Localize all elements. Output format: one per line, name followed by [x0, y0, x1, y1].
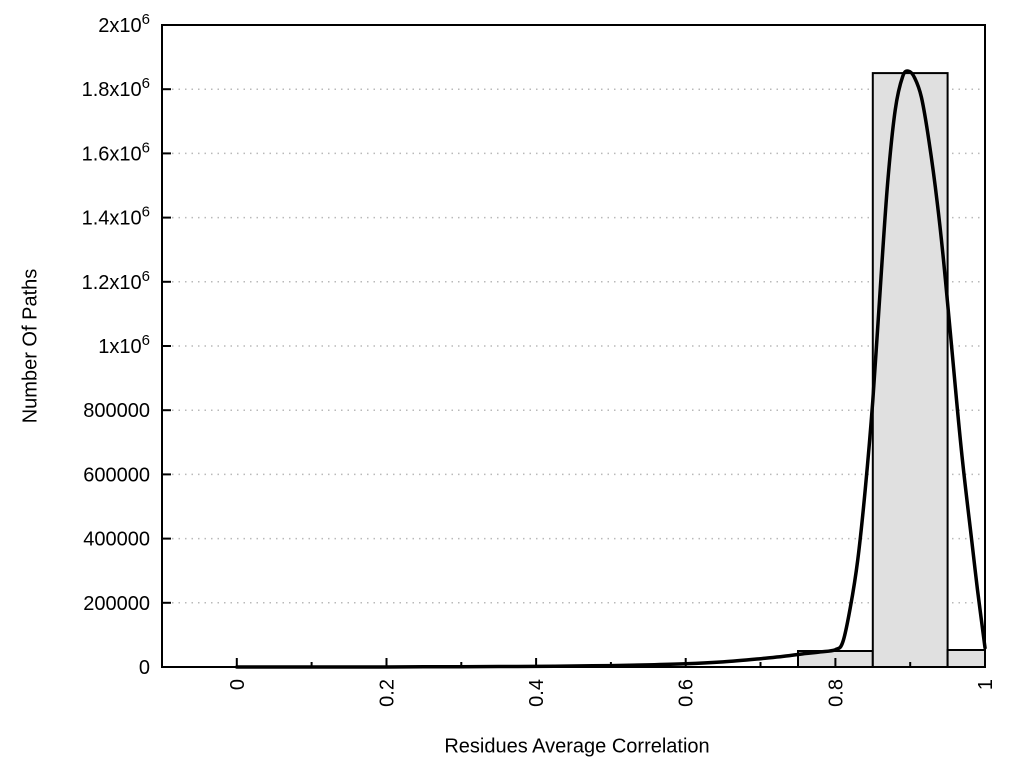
y-tick-label: 1.6x106 — [82, 139, 150, 165]
y-tick-label: 1x106 — [98, 332, 150, 358]
x-tick-label: 0.4 — [526, 679, 548, 707]
y-tick-label: 400000 — [83, 529, 150, 551]
y-tick-label: 1.8x106 — [82, 75, 150, 101]
x-tick-label: 0.8 — [825, 679, 847, 707]
y-tick-label: 200000 — [83, 593, 150, 615]
y-axis-title: Number Of Paths — [19, 268, 42, 424]
x-tick-label: 0.6 — [676, 679, 698, 707]
y-tick-label: 800000 — [83, 400, 150, 422]
y-tick-label: 1.4x106 — [82, 204, 150, 230]
x-tick-label: 0.2 — [377, 679, 399, 707]
y-tick-label: 2x106 — [98, 11, 150, 37]
y-tick-label: 1.2x106 — [82, 268, 150, 294]
x-tick-label: 0 — [227, 679, 249, 690]
x-axis-title: Residues Average Correlation — [444, 735, 710, 758]
histogram-bar — [871, 72, 949, 669]
histogram-bar — [946, 649, 986, 668]
y-tick-label: 600000 — [83, 464, 150, 486]
y-tick-label: 0 — [139, 657, 150, 679]
x-tick-label: 1 — [975, 679, 997, 690]
